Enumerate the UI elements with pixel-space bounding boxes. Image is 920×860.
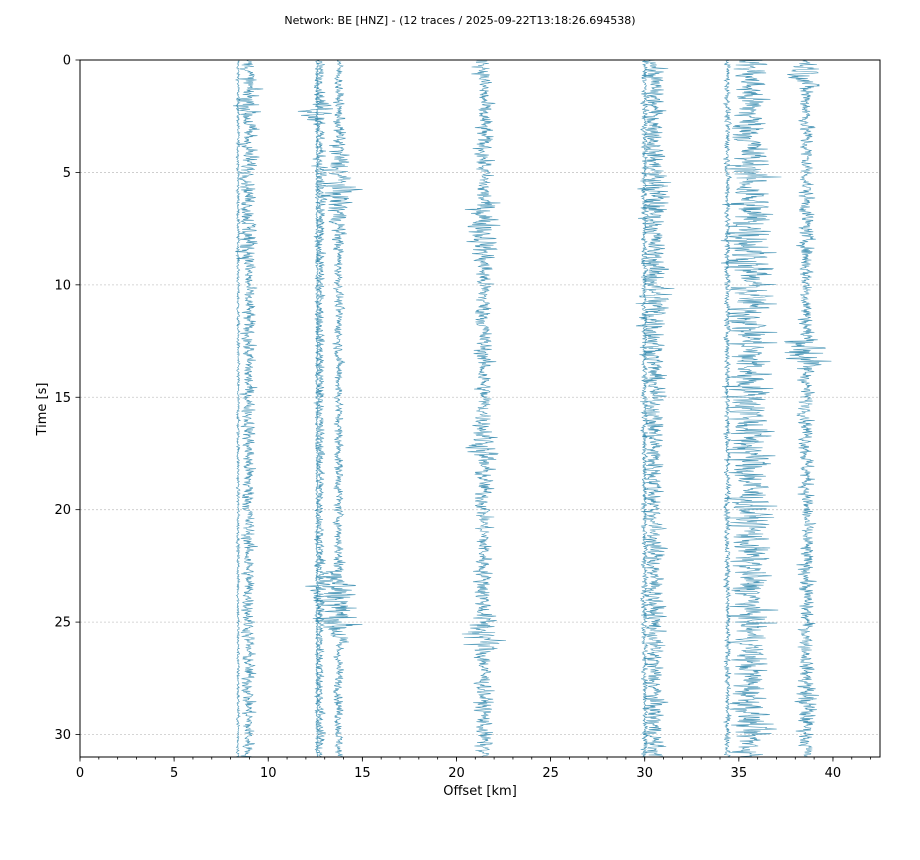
chart-title: Network: BE [HNZ] - (12 traces / 2025-09…	[284, 14, 635, 27]
seismic-trace	[234, 60, 242, 758]
x-axis: 0 5 10 15 20 25 30 35 40	[76, 757, 871, 781]
y-tick-label: 15	[54, 391, 71, 406]
x-tick-label: 5	[170, 766, 178, 781]
y-tick-label: 30	[54, 728, 71, 743]
seismic-trace	[784, 59, 832, 758]
x-tick-label: 15	[354, 766, 371, 781]
x-axis-label: Offset [km]	[443, 784, 517, 799]
y-tick-label: 10	[54, 278, 71, 293]
y-axis: 0 5 10 15 20 25 30	[54, 54, 80, 743]
seismic-trace	[722, 59, 733, 758]
seismic-trace	[233, 59, 264, 758]
y-axis-label: Time [s]	[35, 383, 50, 437]
x-tick-label: 0	[76, 766, 84, 781]
x-tick-label: 25	[542, 766, 559, 781]
x-tick-label: 20	[448, 766, 465, 781]
x-tick-label: 30	[636, 766, 653, 781]
y-tick-label: 0	[63, 54, 71, 69]
seismic-trace	[461, 59, 507, 758]
y-tick-label: 20	[54, 503, 71, 518]
seismic-trace	[312, 59, 363, 757]
seismic-trace	[635, 59, 675, 758]
x-tick-label: 40	[825, 766, 842, 781]
plot-frame	[79, 59, 881, 758]
seismic-trace	[639, 59, 650, 758]
x-tick-label: 10	[260, 766, 277, 781]
x-tick-label: 35	[731, 766, 748, 781]
seismic-trace	[720, 59, 782, 758]
y-tick-label: 25	[54, 616, 71, 631]
y-tick-label: 5	[63, 166, 71, 181]
traces	[233, 59, 832, 758]
seismic-trace	[297, 59, 334, 758]
